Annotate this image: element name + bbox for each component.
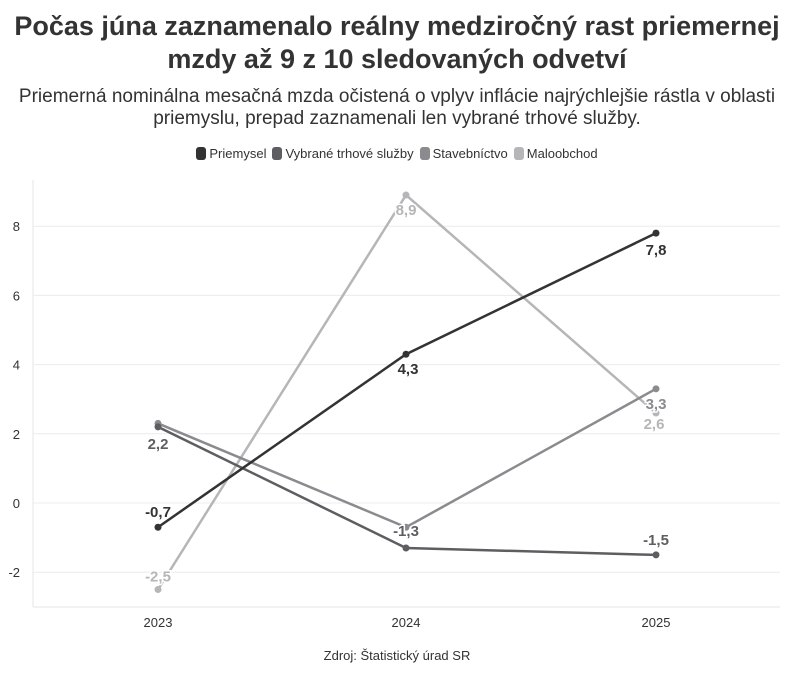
data-point <box>652 229 660 237</box>
y-tick-label: 6 <box>13 288 20 303</box>
legend-item[interactable]: Vybrané trhové služby <box>272 146 414 161</box>
x-tick-label: 2025 <box>642 615 671 630</box>
legend: Priemysel Vybrané trhové služby Stavebníct… <box>0 146 794 163</box>
legend-item[interactable]: Stavebníctvo <box>419 146 508 161</box>
y-tick-label: 8 <box>13 219 20 234</box>
data-point <box>402 191 410 199</box>
data-label: -1,5 <box>643 532 669 549</box>
data-label: -2,5 <box>145 569 171 586</box>
data-point <box>154 523 162 531</box>
data-label: -0,7 <box>145 504 171 521</box>
data-label: 3,3 <box>646 396 667 413</box>
data-point <box>154 423 162 431</box>
series-line <box>157 231 657 529</box>
chart-subtitle: Priemerná nominálna mesačná mzda očisten… <box>18 86 776 129</box>
data-point <box>402 544 410 552</box>
legend-label: Maloobchod <box>526 146 598 161</box>
data-label: 8,9 <box>396 202 417 219</box>
data-label: 7,8 <box>646 242 667 259</box>
data-point <box>652 551 660 559</box>
legend-label: Priemysel <box>209 146 267 161</box>
legend-label: Stavebníctvo <box>432 146 508 161</box>
legend-swatch <box>419 147 430 160</box>
data-point <box>652 409 660 417</box>
data-point <box>652 385 660 393</box>
legend-item[interactable]: Priemysel <box>196 146 266 161</box>
y-tick-label: -2 <box>8 565 20 580</box>
legend-swatch <box>196 147 207 160</box>
data-point <box>402 523 410 531</box>
y-tick-label: 4 <box>13 358 20 373</box>
data-label: 2,6 <box>644 416 665 433</box>
y-tick-label: 2 <box>13 427 20 442</box>
data-label: 4,3 <box>398 361 419 378</box>
legend-swatch <box>513 147 524 160</box>
data-label: 2,2 <box>148 436 169 453</box>
chart-title: Počas júna zaznamenalo reálny medziročný… <box>14 11 780 74</box>
data-point <box>154 586 162 593</box>
x-tick-label: 2023 <box>144 615 173 630</box>
legend-item[interactable]: Maloobchod <box>513 146 598 161</box>
source-note: Zdroj: Štatistický úrad SR <box>323 648 471 663</box>
x-tick-label: 2024 <box>392 615 421 630</box>
series-line <box>157 387 657 529</box>
legend-swatch <box>272 147 283 160</box>
y-tick-label: 0 <box>13 496 20 511</box>
legend-label: Vybrané trhové služby <box>285 146 414 161</box>
data-point <box>402 350 410 358</box>
data-label: -1,3 <box>393 523 419 540</box>
